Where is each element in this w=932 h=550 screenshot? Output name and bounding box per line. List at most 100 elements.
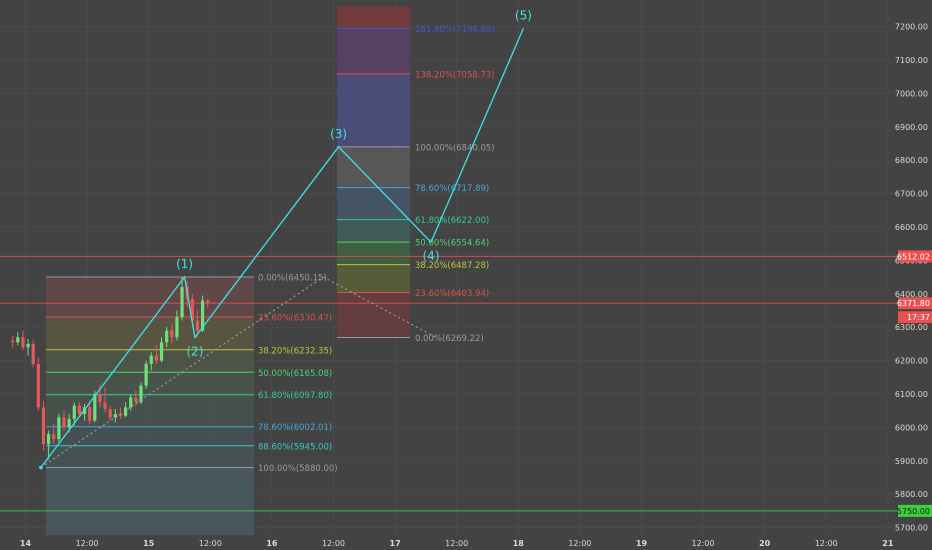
wave-start-point (39, 465, 43, 470)
fib-level-label: 61.80%(6097.80) (258, 391, 332, 401)
wave-dotted-trendline (40, 276, 324, 468)
fib-level-label: 38.20%(6232.35) (258, 346, 332, 356)
time-axis-tick-label: 12:00 (445, 539, 468, 548)
elliott-wave: (1) (2) (3) (4) (5) (39, 8, 532, 470)
fib-level-label: 78.60%(6002.01) (258, 423, 332, 433)
price-axis-tick-label: 7100.00 (895, 56, 928, 65)
candle-body (46, 434, 51, 445)
candle-body (175, 317, 179, 338)
time-axis-tick-label: 12:00 (568, 539, 591, 548)
time-axis-panel[interactable] (0, 535, 932, 550)
candle-body (11, 340, 15, 343)
fib-extension-band (337, 73, 410, 147)
price-axis-tick-label: 6100.00 (895, 390, 928, 399)
fib-level-label: 0.00%(6269.22) (415, 334, 484, 344)
candle-body (77, 405, 81, 415)
fib-level-label: 38.20%(6487.28) (415, 261, 489, 271)
candle-body (26, 343, 30, 348)
price-axis-tick-label: 7200.00 (895, 23, 928, 32)
price-tag-label: 17:37 (907, 313, 930, 322)
fib-retracement-band (46, 426, 254, 446)
candle-body (113, 414, 117, 418)
candle-body (134, 397, 138, 403)
fib-extension-band (337, 242, 410, 265)
price-tag-box (898, 250, 932, 263)
price-axis-tick-label: 5900.00 (895, 457, 928, 466)
candle-body (170, 330, 174, 338)
candle-body (72, 405, 76, 420)
price-axis-tick-label: 6700.00 (895, 190, 928, 199)
wave-label: (3) (330, 127, 347, 141)
fib-extension-band (337, 264, 410, 293)
time-axis-tick-label: 12:00 (692, 539, 715, 548)
time-axis-tick-label: 15 (143, 539, 155, 548)
candle-body (144, 363, 148, 386)
price-tag-label: 6512.02 (897, 252, 930, 261)
fib-extension-band (337, 28, 410, 74)
time-axis[interactable]: 14 12:00 15 12:00 16 12:00 17 12:00 18 12:00 19 12:… (20, 539, 894, 548)
fib-level-label: 138.20%(7058.73) (415, 70, 495, 80)
time-axis-tick-label: 14 (20, 539, 32, 548)
fib-extension-zone: 161.80%(7194.69) 138.20%(7058.73) 100.00%(… (337, 6, 495, 344)
price-axis-tick-label: 6800.00 (895, 156, 928, 165)
price-tag-box (898, 504, 932, 517)
time-axis-tick-label: 12:00 (815, 539, 838, 548)
time-axis-tick-label: 16 (266, 539, 278, 548)
candle-body (180, 287, 184, 318)
time-axis-tick-label: 20 (759, 539, 771, 548)
candle-body (154, 355, 158, 361)
time-axis-tick-label: 19 (636, 539, 648, 548)
fib-extension-band (337, 187, 410, 220)
candle-body (165, 330, 169, 343)
fib-retracement-band (46, 467, 254, 535)
fib-level-label: 23.60%(6403.94) (415, 289, 489, 299)
fib-retracement-band (46, 372, 254, 395)
candle-body (57, 417, 61, 440)
wave-dotted-trendline (322, 276, 437, 338)
candle-body (195, 320, 200, 331)
candle-body (88, 407, 92, 421)
fib-retracement-zone: 0.00%(6450.15) 23.60%(6330.47) 38.20%(6232… (46, 274, 338, 535)
candle-body (139, 385, 143, 403)
wave-label: (5) (515, 8, 532, 22)
wave-path (40, 28, 524, 468)
candle-body (16, 337, 20, 343)
candle-body (36, 363, 40, 408)
candle-body (149, 355, 153, 364)
fib-retracement-band (46, 277, 254, 318)
price-tag-box (898, 297, 932, 310)
wave-label: (4) (423, 249, 440, 263)
price-tag-box (898, 311, 932, 324)
price-tag-label: 6371.80 (897, 299, 930, 308)
candle-body (200, 300, 205, 331)
fib-retracement-band (46, 445, 254, 468)
price-axis-tick-label: 6300.00 (895, 323, 928, 332)
price-axis-tick-label: 6200.00 (895, 357, 928, 366)
fib-extension-band (337, 146, 410, 188)
candle-body (62, 417, 66, 428)
price-axis-tick-label: 6400.00 (895, 290, 928, 299)
fib-level-label: 100.00%(6840.05) (415, 143, 495, 153)
price-tag-label: 5750.00 (897, 507, 930, 516)
price-axis-tick-label: 6600.00 (895, 223, 928, 232)
time-axis-tick-label: 21 (882, 539, 894, 548)
price-lines (0, 255, 898, 512)
fib-level-label: 161.80%(7194.69) (415, 25, 495, 35)
candle-body (190, 298, 194, 321)
fib-extension-band (337, 6, 410, 29)
candle-body (52, 434, 56, 440)
fib-level-label: 50.00%(6554.64) (415, 239, 489, 249)
price-axis-tick-label: 6000.00 (895, 423, 928, 432)
price-axis-panel[interactable] (898, 0, 932, 550)
time-axis-tick-label: 12:00 (322, 539, 345, 548)
fib-level-label: 0.00%(6450.15) (258, 274, 327, 284)
candle-body (67, 419, 71, 428)
price-axis-tick-label: 6900.00 (895, 123, 928, 132)
fib-extension-band (337, 219, 410, 243)
candle-body (21, 337, 25, 348)
time-axis-tick-label: 17 (390, 539, 401, 548)
fib-level-label: 88.60%(5945.00) (258, 442, 332, 452)
wave-label: (2) (186, 344, 203, 358)
fib-level-label: 61.80%(6622.00) (415, 216, 489, 226)
